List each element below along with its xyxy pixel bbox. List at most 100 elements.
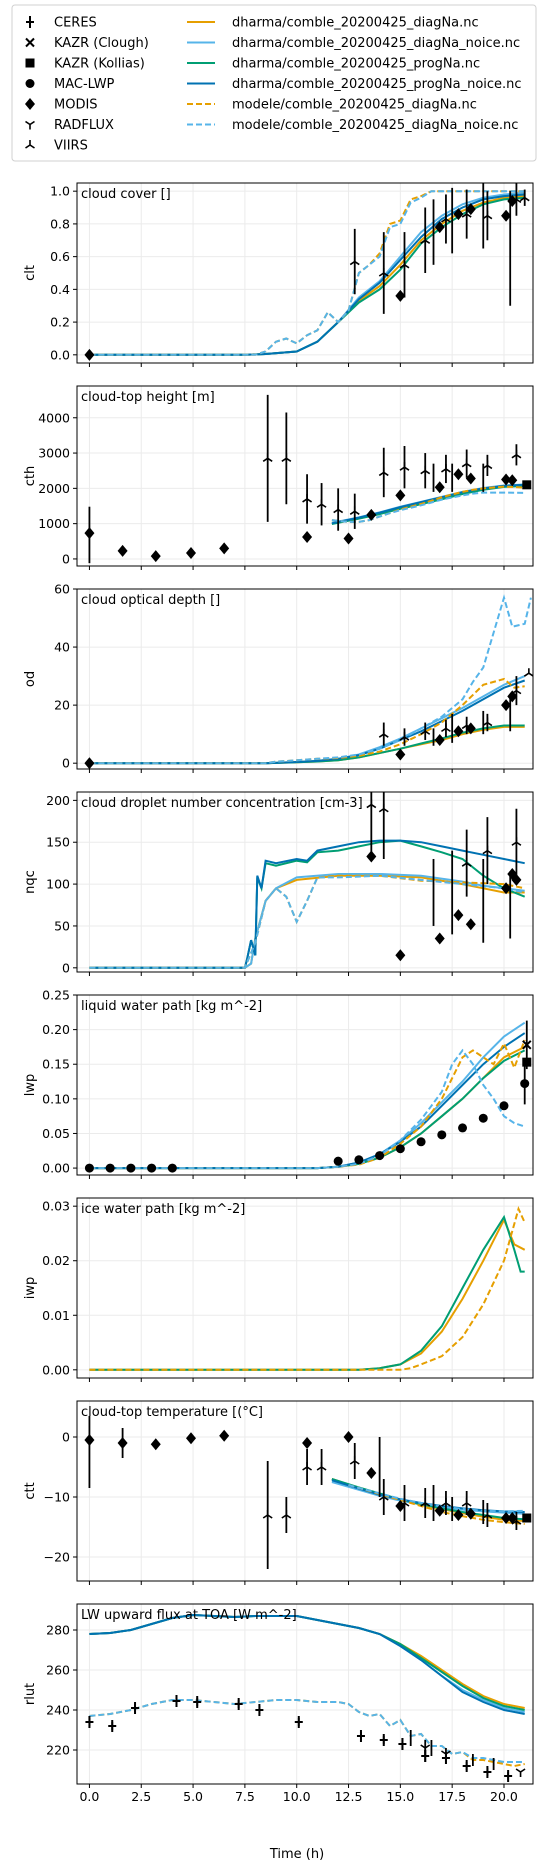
legend-label: RADFLUX xyxy=(54,118,114,133)
y-tick-label: 240 xyxy=(46,1703,70,1718)
obs-marker-tri_up xyxy=(461,458,472,468)
panel-iwp: 0.00 0.01 0.02 0.03 ice water path [kg m^-2]… xyxy=(23,1197,534,1382)
obs-marker-tri_up xyxy=(378,729,389,738)
obs-marker-circle xyxy=(458,1123,468,1133)
obs-marker-plus xyxy=(356,1730,365,1742)
x-axis-label: Time (h) xyxy=(269,1847,324,1862)
y-tick-label: 0 xyxy=(62,960,70,975)
obs-marker-diamond xyxy=(84,527,95,540)
panel-title: cloud-top height [m] xyxy=(81,390,215,405)
panel-title: LW upward flux at TOA [W m^-2] xyxy=(81,1608,297,1623)
panel-title: liquid water path [kg m^-2] xyxy=(81,999,262,1014)
panel-frame xyxy=(76,1603,534,1785)
panel-nqc: 0 50 100 150 200 cloud droplet number concent… xyxy=(23,791,534,976)
series-line xyxy=(89,195,525,356)
obs-marker-diamond xyxy=(434,481,445,494)
legend-marker-x xyxy=(25,37,35,48)
y-tick-label: 260 xyxy=(46,1663,70,1678)
obs-marker-diamond xyxy=(343,1431,354,1443)
series-line xyxy=(89,874,525,969)
obs-marker-diamond xyxy=(434,1504,445,1517)
obs-marker-plus xyxy=(193,1696,202,1708)
obs-marker-circle xyxy=(126,1163,136,1173)
obs-marker-diamond xyxy=(219,1429,230,1442)
series-line xyxy=(331,491,525,523)
obs-marker-tri_up xyxy=(482,845,493,855)
y-tick-label: 40 xyxy=(54,640,70,655)
obs-marker-diamond xyxy=(453,1509,464,1521)
legend-label: MAC-LWP xyxy=(54,77,115,92)
obs-marker-tri_up xyxy=(378,803,389,813)
x-tick-label: 10.0 xyxy=(283,1789,311,1804)
obs-marker-circle xyxy=(416,1137,426,1147)
series-line xyxy=(331,485,525,523)
x-tick-label: 12.5 xyxy=(335,1789,363,1804)
y-tick-label: 0.6 xyxy=(50,249,70,264)
series-line xyxy=(89,1613,525,1715)
legend: CERES KAZR (Clough) KAZR (Kollias) MAC-LWP M… xyxy=(11,4,537,162)
obs-marker-diamond xyxy=(434,932,445,945)
x-tick-label: 5.0 xyxy=(183,1789,203,1804)
y-tick-label: 220 xyxy=(46,1743,70,1758)
y-tick-label: 0 xyxy=(62,756,70,771)
obs-marker-diamond xyxy=(511,873,522,886)
obs-marker-circle xyxy=(478,1113,488,1123)
obs-marker-plus xyxy=(108,1720,117,1732)
obs-marker-diamond xyxy=(465,472,476,485)
legend-label: VIIRS xyxy=(54,139,88,154)
series-line xyxy=(89,1613,525,1711)
obs-marker-tri_up xyxy=(262,453,273,463)
obs-marker-diamond xyxy=(453,909,464,922)
y-tick-label: 0.20 xyxy=(42,1022,70,1037)
obs-marker-diamond xyxy=(465,203,476,216)
obs-marker-plus xyxy=(483,1766,492,1778)
y-axis-label: od xyxy=(23,671,38,687)
obs-marker-plus xyxy=(504,1770,513,1782)
obs-marker-plus xyxy=(379,1734,388,1746)
series-line xyxy=(331,1478,525,1522)
y-tick-label: 2000 xyxy=(38,481,70,496)
obs-marker-tri_down xyxy=(420,1744,431,1753)
obs-group xyxy=(84,183,530,361)
obs-marker-tri_up xyxy=(349,506,360,515)
obs-marker-diamond xyxy=(150,550,161,563)
series-line xyxy=(89,874,525,969)
obs-marker-tri_up xyxy=(441,723,451,733)
legend-label: CERES xyxy=(54,16,97,31)
obs-marker-circle xyxy=(375,1151,385,1161)
obs-marker-tri_down xyxy=(441,1750,451,1759)
obs-marker-circle xyxy=(333,1156,343,1166)
obs-marker-plus xyxy=(131,1702,140,1714)
series-line xyxy=(89,675,526,765)
obs-marker-diamond xyxy=(501,882,512,895)
y-tick-label: 0.05 xyxy=(42,1126,70,1141)
legend-marker-diamond xyxy=(25,98,35,110)
panel-title: cloud cover [] xyxy=(81,187,171,202)
y-axis-label: clt xyxy=(23,265,38,281)
legend-marker-plus xyxy=(26,16,34,28)
y-tick-label: 0.15 xyxy=(42,1057,70,1072)
obs-marker-circle xyxy=(84,1163,94,1173)
panel-frame xyxy=(76,1197,534,1379)
obs-marker-tri_up xyxy=(302,493,313,503)
series-line xyxy=(89,677,525,765)
legend-label: modele/comble_20200425_diagNa_noice.nc xyxy=(232,118,518,133)
panel-title: cloud-top temperature [(°C] xyxy=(81,1405,263,1420)
panel-lwp: 0.00 0.05 0.10 0.15 0.20 0.25 liquid water pat… xyxy=(23,988,534,1179)
obs-marker-diamond xyxy=(465,918,476,931)
obs-marker-diamond xyxy=(501,699,512,712)
obs-marker-tri_up xyxy=(399,462,410,471)
obs-marker-diamond xyxy=(366,850,377,863)
legend-label: dharma/comble_20200425_diagNa.nc xyxy=(232,16,479,31)
obs-marker-diamond xyxy=(501,473,512,486)
panel-frame xyxy=(76,385,534,567)
legend-label: KAZR (Clough) xyxy=(54,36,149,51)
obs-marker-diamond xyxy=(84,757,95,769)
obs-marker-diamond xyxy=(453,208,464,221)
obs-marker-tri_up xyxy=(420,465,431,475)
obs-marker-tri_up xyxy=(420,726,431,735)
y-tick-label: 0.01 xyxy=(42,1308,70,1323)
series-line xyxy=(89,873,525,969)
x-tick-label: 2.5 xyxy=(131,1789,151,1804)
